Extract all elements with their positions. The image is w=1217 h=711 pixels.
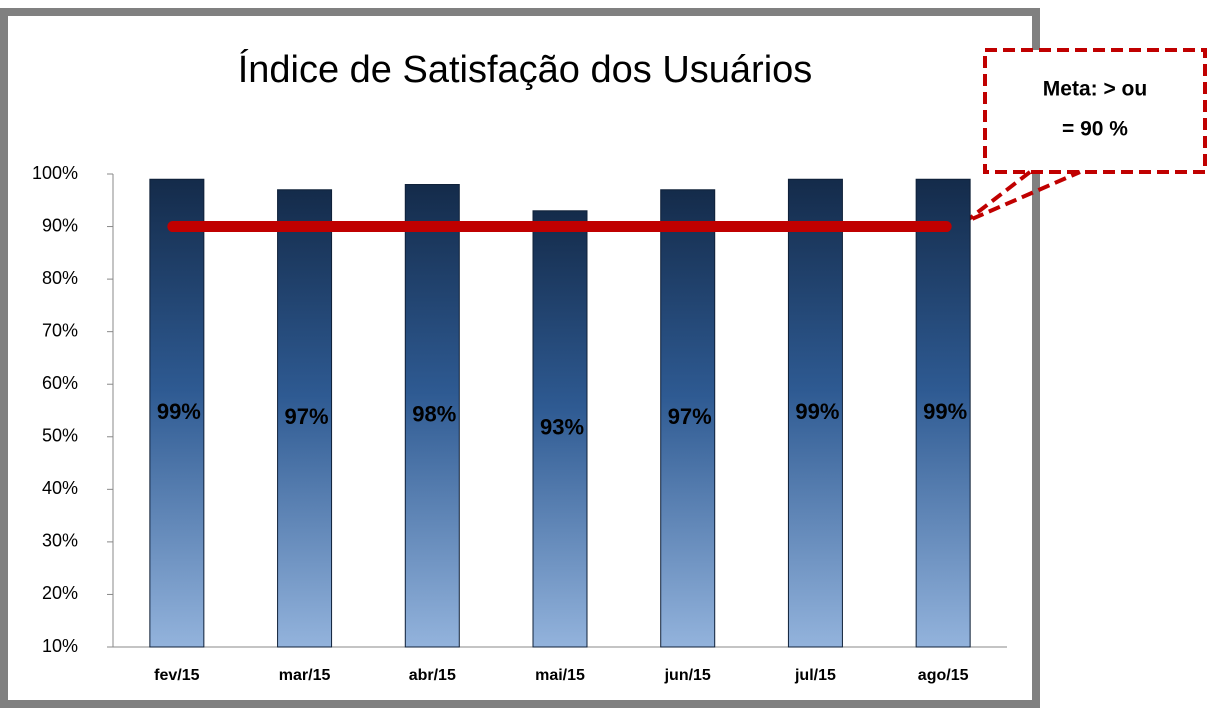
annotation: Meta: > ou — [1043, 78, 1147, 101]
callout-box — [983, 48, 1207, 174]
y-tick-label: 50% — [42, 426, 78, 446]
x-tick-label: jul/15 — [794, 667, 836, 684]
bar — [915, 178, 971, 648]
y-tick-label: 40% — [42, 478, 78, 498]
y-tick-label: 70% — [42, 320, 78, 340]
annotation: = 90 % — [1062, 118, 1128, 141]
y-tick-label: 10% — [42, 636, 78, 656]
y-tick-label: 90% — [42, 215, 78, 235]
x-tick-label: jun/15 — [664, 667, 711, 684]
data-label: 98% — [412, 402, 456, 427]
x-tick-label: mai/15 — [535, 667, 585, 684]
data-label: 97% — [668, 404, 712, 429]
y-tick-label: 60% — [42, 373, 78, 393]
x-tick-label: fev/15 — [154, 667, 199, 684]
x-tick-label: mar/15 — [279, 667, 331, 684]
bar — [532, 210, 588, 648]
y-tick-label: 80% — [42, 268, 78, 288]
bar — [277, 189, 333, 648]
bar — [787, 178, 843, 648]
data-label: 99% — [795, 399, 839, 424]
data-label: 99% — [157, 399, 201, 424]
bar — [149, 178, 205, 648]
y-tick-label: 30% — [42, 531, 78, 551]
data-label: 93% — [540, 415, 584, 440]
y-tick-label: 100% — [32, 163, 78, 183]
chart-title: Índice de Satisfação dos Usuários — [238, 48, 813, 91]
y-tick-label: 20% — [42, 583, 78, 603]
bar — [660, 189, 716, 648]
bar — [404, 184, 460, 648]
data-label: 97% — [285, 404, 329, 429]
x-tick-label: ago/15 — [918, 667, 969, 684]
x-tick-label: abr/15 — [409, 667, 456, 684]
data-label: 99% — [923, 399, 967, 424]
